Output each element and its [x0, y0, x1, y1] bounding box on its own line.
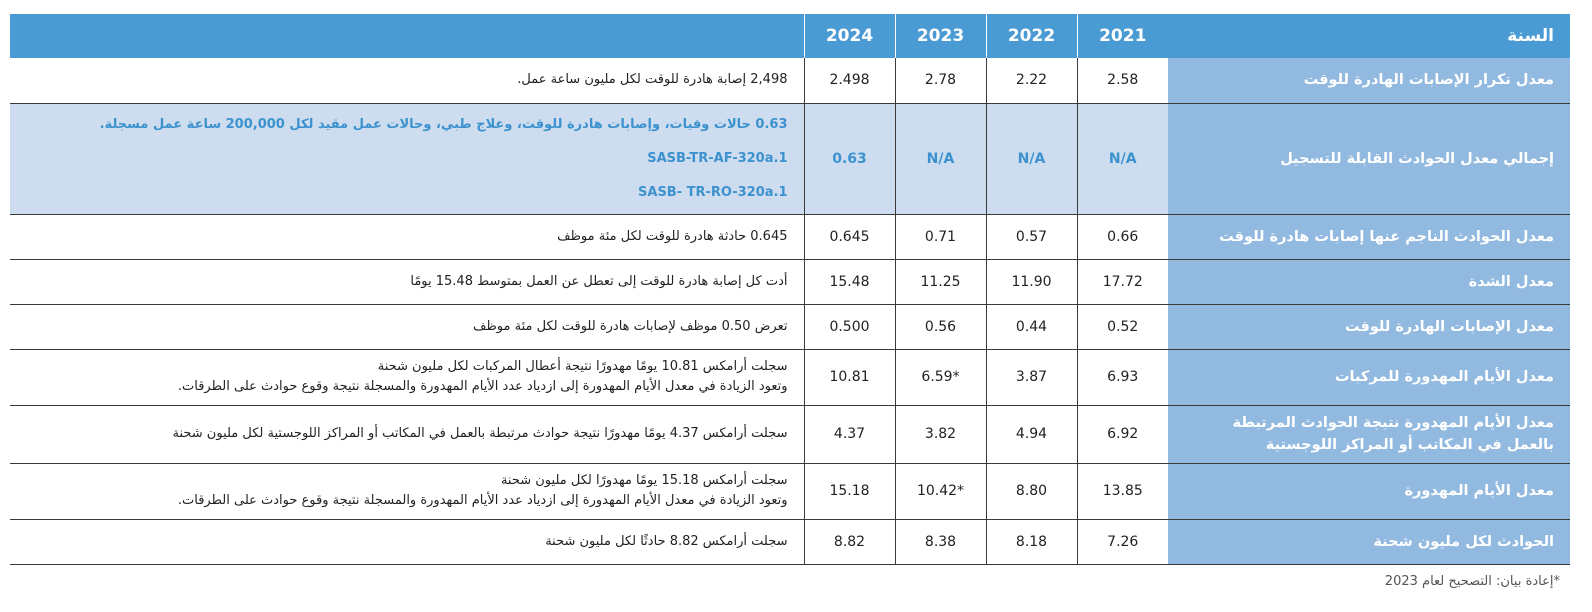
value-2022: 11.90 — [985, 259, 1077, 304]
table-row: الحوادث لكل مليون شحنة 7.26 8.18 8.38 8.82 سج… — [10, 519, 1570, 564]
table-row: معدل الحوادث الناجم عنها إصابات هادرة لل… — [10, 214, 1570, 259]
metric-label: معدل الحوادث الناجم عنها إصابات هادرة لل… — [1168, 214, 1570, 259]
description-line: وتعود الزيادة في معدل الأيام المهدورة إل… — [177, 379, 788, 394]
value-2023: 0.56 — [894, 304, 986, 349]
value-2023: 0.71 — [894, 214, 986, 259]
metric-description: سجلت أرامكس 15.18 يومًا مهدورًا لكل مليو… — [10, 463, 804, 519]
value-2021: 17.72 — [1076, 259, 1168, 304]
table-row: معدل الإصابات الهادرة للوقت 0.52 0.44 0.56 0… — [10, 304, 1570, 349]
metric-description: تعرض 0.50 موظف لإصابات هادرة للوقت لكل م… — [10, 304, 804, 349]
description-line: سجلت أرامكس 4.37 يومًا مهدورًا نتيجة حوا… — [172, 426, 788, 441]
value-2021: 0.66 — [1076, 214, 1168, 259]
value-2024: 10.81 — [803, 349, 895, 405]
table-row: معدل الأيام المهدورة 13.85 8.80 *10.42 15.18… — [10, 463, 1570, 519]
value-2024: 15.18 — [803, 463, 895, 519]
header-year-2022: 2022 — [985, 14, 1077, 58]
description-line: 2,498 إصابة هادرة للوقت لكل مليون ساعة ع… — [517, 72, 788, 88]
metric-description: أدت كل إصابة هادرة للوقت إلى تعطل عن الع… — [10, 259, 804, 304]
metric-description: سجلت أرامكس 8.82 حادثًا لكل مليون شحنة — [10, 519, 804, 564]
table-row: إجمالي معدل الحوادث القابلة للتسجيل N/A N/… — [10, 103, 1570, 214]
value-2023: 11.25 — [894, 259, 986, 304]
value-2023: 8.38 — [894, 519, 986, 564]
table-header-row: السنة 2021 2022 2023 2024 — [10, 14, 1570, 58]
value-2021: 6.93 — [1076, 349, 1168, 405]
restatement-footnote: *إعادة بيان: التصحيح لعام 2023 — [1384, 574, 1560, 589]
description-line: SASB- TR-RO-320a.1 — [638, 184, 788, 200]
value-2024: 4.37 — [803, 405, 895, 463]
metric-label: معدل الأيام المهدورة — [1168, 463, 1570, 519]
description-line: سجلت أرامكس 10.81 يومًا مهدورًا نتيجة أع… — [377, 359, 788, 374]
metric-label: معدل الشدة — [1168, 259, 1570, 304]
metric-description: 0.63 حالات وفيات، وإصابات هادرة للوقت، و… — [10, 103, 804, 214]
value-2023: 2.78 — [894, 58, 986, 103]
value-2021: 2.58 — [1076, 58, 1168, 103]
table-row: معدل تكرار الإصابات الهادرة للوقت 2.58 2.2… — [10, 58, 1570, 103]
metric-label: معدل الأيام المهدورة نتيجة الحوادث المرت… — [1168, 405, 1570, 463]
value-2024: 0.645 — [803, 214, 895, 259]
metric-description: سجلت أرامكس 4.37 يومًا مهدورًا نتيجة حوا… — [10, 405, 804, 463]
table-row: معدل الأيام المهدورة نتيجة الحوادث المرت… — [10, 405, 1570, 463]
description-line: 0.63 حالات وفيات، وإصابات هادرة للوقت، و… — [99, 116, 788, 132]
value-2021: N/A — [1076, 103, 1168, 214]
header-year-label: السنة — [1168, 14, 1570, 58]
value-2024: 2.498 — [803, 58, 895, 103]
value-2022: N/A — [985, 103, 1077, 214]
value-2023: 3.82 — [894, 405, 986, 463]
value-2022: 3.87 — [985, 349, 1077, 405]
description-line: وتعود الزيادة في معدل الأيام المهدورة إل… — [177, 493, 788, 508]
value-2022: 0.57 — [985, 214, 1077, 259]
value-2021: 6.92 — [1076, 405, 1168, 463]
description-line: تعرض 0.50 موظف لإصابات هادرة للوقت لكل م… — [473, 318, 788, 334]
value-2024: 15.48 — [803, 259, 895, 304]
value-2022: 2.22 — [985, 58, 1077, 103]
value-2023: N/A — [894, 103, 986, 214]
metric-description: سجلت أرامكس 10.81 يومًا مهدورًا نتيجة أع… — [10, 349, 804, 405]
value-2021: 0.52 — [1076, 304, 1168, 349]
metric-label: معدل الأيام المهدورة للمركبات — [1168, 349, 1570, 405]
metric-label: الحوادث لكل مليون شحنة — [1168, 519, 1570, 564]
metric-description: 0.645 حادثة هادرة للوقت لكل مئة موظف — [10, 214, 804, 259]
header-year-2021: 2021 — [1076, 14, 1168, 58]
description-line: 0.645 حادثة هادرة للوقت لكل مئة موظف — [557, 228, 788, 244]
value-2022: 0.44 — [985, 304, 1077, 349]
metric-label: معدل الإصابات الهادرة للوقت — [1168, 304, 1570, 349]
value-2022: 8.80 — [985, 463, 1077, 519]
header-year-2023: 2023 — [894, 14, 986, 58]
description-line: SASB-TR-AF-320a.1 — [647, 150, 788, 166]
value-2024: 8.82 — [803, 519, 895, 564]
value-2021: 7.26 — [1076, 519, 1168, 564]
table-row: معدل الأيام المهدورة للمركبات 6.93 3.87 *6.… — [10, 349, 1570, 405]
header-year-2024: 2024 — [803, 14, 895, 58]
table-row: معدل الشدة 17.72 11.90 11.25 15.48 أدت كل إصا… — [10, 259, 1570, 304]
description-line: سجلت أرامكس 8.82 حادثًا لكل مليون شحنة — [545, 533, 788, 549]
value-2023: *10.42 — [894, 463, 986, 519]
value-2021: 13.85 — [1076, 463, 1168, 519]
value-2024: 0.63 — [803, 103, 895, 214]
metric-label: إجمالي معدل الحوادث القابلة للتسجيل — [1168, 103, 1570, 214]
description-line: أدت كل إصابة هادرة للوقت إلى تعطل عن الع… — [410, 273, 788, 289]
metric-description: 2,498 إصابة هادرة للوقت لكل مليون ساعة ع… — [10, 58, 804, 103]
value-2024: 0.500 — [803, 304, 895, 349]
metric-label: معدل تكرار الإصابات الهادرة للوقت — [1168, 58, 1570, 103]
header-description — [10, 14, 804, 58]
description-line: سجلت أرامكس 15.18 يومًا مهدورًا لكل مليو… — [500, 473, 788, 488]
value-2023: *6.59 — [894, 349, 986, 405]
section-title-cut — [1402, 0, 1572, 3]
safety-kpi-table: السنة 2021 2022 2023 2024 معدل تكرار الإ… — [10, 14, 1570, 565]
value-2022: 8.18 — [985, 519, 1077, 564]
value-2022: 4.94 — [985, 405, 1077, 463]
